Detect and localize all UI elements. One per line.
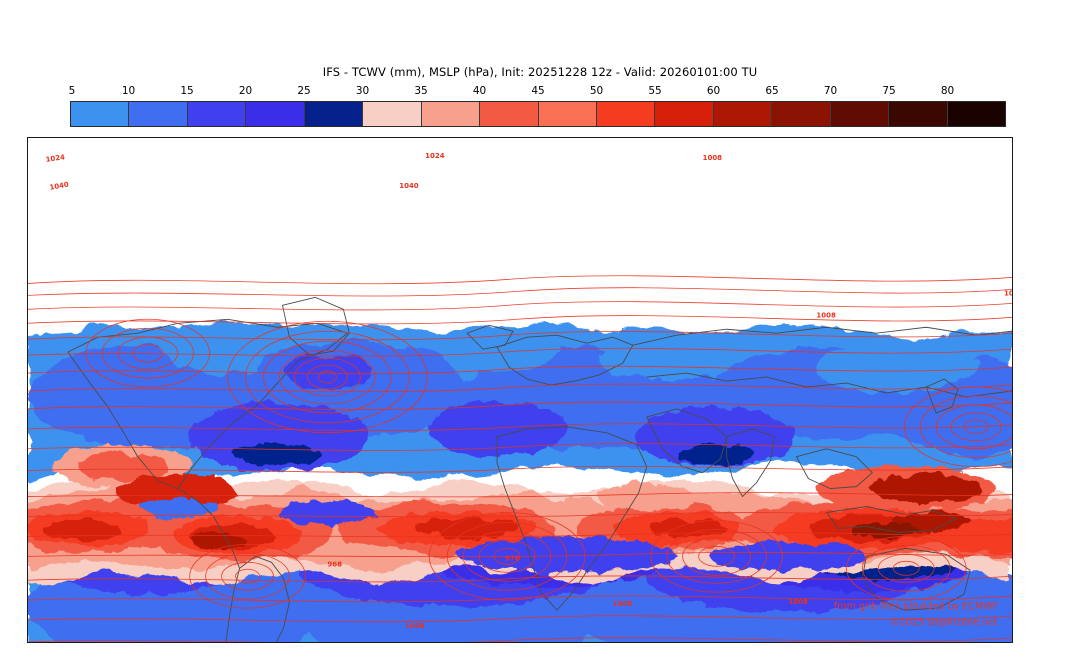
colorbar-tick-30: 30 [355,85,370,97]
isobar-label: 1008 [816,311,836,319]
colorbar-tick-35: 35 [414,85,428,97]
colorbar-swatch-15 [187,102,247,126]
colorbar-tick-55: 55 [648,85,662,97]
colorbar-tick-5: 5 [68,85,76,97]
copyright-credit: ©2025 sb@irizone.net [890,617,998,628]
page-title: IFS - TCWV (mm), MSLP (hPa), Init: 20251… [322,65,758,79]
colorbar-tick-80: 80 [940,85,955,97]
colorbar: 5 10 15 20 25 30 35 40 45 50 55 60 65 70 75 80 [68,85,1006,127]
colorbar-tick-75: 75 [882,85,896,97]
colorbar-swatch-75 [889,102,948,126]
isobar-label: 1024 [425,152,445,160]
colorbar-tick-60: 60 [706,85,721,97]
isobar-label: 976 [505,554,520,562]
isobar-label: 1008 [703,154,723,162]
mslp-isobar-layer: 1024 1040 1024 1040 1008 1008 1008 976 9… [28,152,1012,642]
colorbar-swatch-20 [246,102,305,126]
data-source-credit: from grib files provided by ECMWF [833,601,998,612]
colorbar-swatch-70 [830,102,890,126]
map-canvas[interactable]: 1024 1040 1024 1040 1008 1008 1008 976 9… [27,137,1013,643]
isobar-label: 1008 [613,600,633,608]
colorbar-tick-65: 65 [765,85,779,97]
colorbar-tick-20: 20 [238,85,253,97]
colorbar-swatch-55 [655,102,714,126]
colorbar-tick-15: 15 [180,85,194,97]
fill-nh-subtropical-red [52,444,997,511]
colorbar-swatch-60 [713,102,773,126]
fill-nh-blue-patches [157,321,977,402]
colorbar-swatch-65 [772,102,831,126]
colorbar-swatch-35 [421,102,481,126]
isobar-label: 1024 [45,153,65,164]
isobar-label: 1040 [49,181,70,192]
colorbar-tick-70: 70 [823,85,838,97]
colorbar-tick-10: 10 [121,85,136,97]
colorbar-tick-25: 25 [297,85,311,97]
colorbar-swatch-80 [947,102,1005,126]
isobar-label: 1008 [1004,289,1012,297]
colorbar-swatch-5 [71,102,130,126]
colorbar-swatch-30 [363,102,422,126]
colorbar-tick-labels: 5 10 15 20 25 30 35 40 45 50 55 60 65 70 75 80 [68,85,1006,101]
colorbar-swatch-50 [596,102,656,126]
isobar-label: 1008 [405,622,425,630]
isobar-label: 968 [327,560,342,568]
colorbar-swatches [70,101,1006,127]
isobar-label: 1008 [788,598,808,606]
colorbar-swatch-10 [129,102,188,126]
colorbar-tick-50: 50 [589,85,604,97]
colorbar-swatch-25 [304,102,364,126]
colorbar-swatch-40 [480,102,539,126]
colorbar-tick-45: 45 [531,85,545,97]
colorbar-tick-40: 40 [472,85,487,97]
fill-polar-edge [28,257,1012,298]
colorbar-swatch-45 [538,102,597,126]
isobar-label: 1040 [399,182,419,190]
